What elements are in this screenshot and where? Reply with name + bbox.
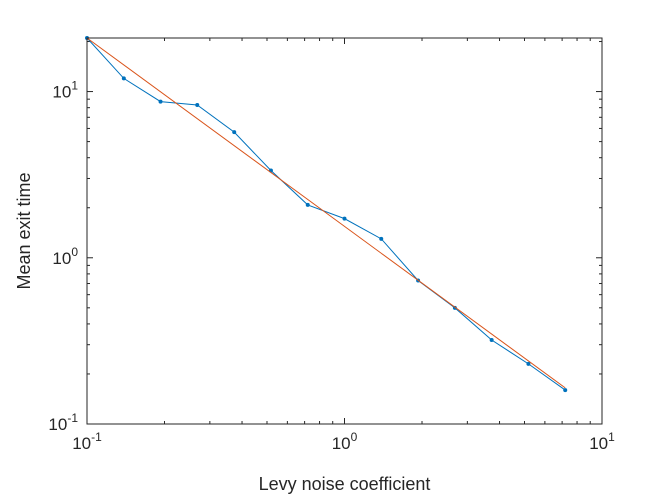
data-point: [305, 202, 310, 207]
tick-labels: 10-1 100 101 10-1 100 101: [48, 79, 615, 453]
y-axis-label: Mean exit time: [14, 172, 34, 289]
x-tick-label: 100: [332, 430, 358, 453]
data-point: [121, 76, 126, 81]
series-line-2: [86, 37, 566, 389]
series-layer: [85, 36, 568, 393]
data-point: [158, 99, 163, 104]
x-tick-label: 101: [589, 430, 615, 453]
data-point: [526, 361, 531, 366]
y-tick-label: 101: [52, 79, 78, 102]
data-point: [232, 130, 237, 135]
y-tick-label: 100: [52, 245, 78, 268]
data-point: [563, 388, 568, 393]
data-point: [379, 236, 384, 241]
x-axis-label: Levy noise coefficient: [259, 474, 431, 494]
axes-box: [86, 37, 603, 425]
plot-area: [87, 38, 602, 424]
x-tick-label: 10-1: [72, 430, 102, 453]
series-line-1: [86, 37, 566, 391]
data-point: [342, 216, 347, 221]
data-point: [195, 103, 200, 108]
y-tick-label: 10-1: [48, 411, 78, 434]
data-point: [489, 338, 494, 343]
